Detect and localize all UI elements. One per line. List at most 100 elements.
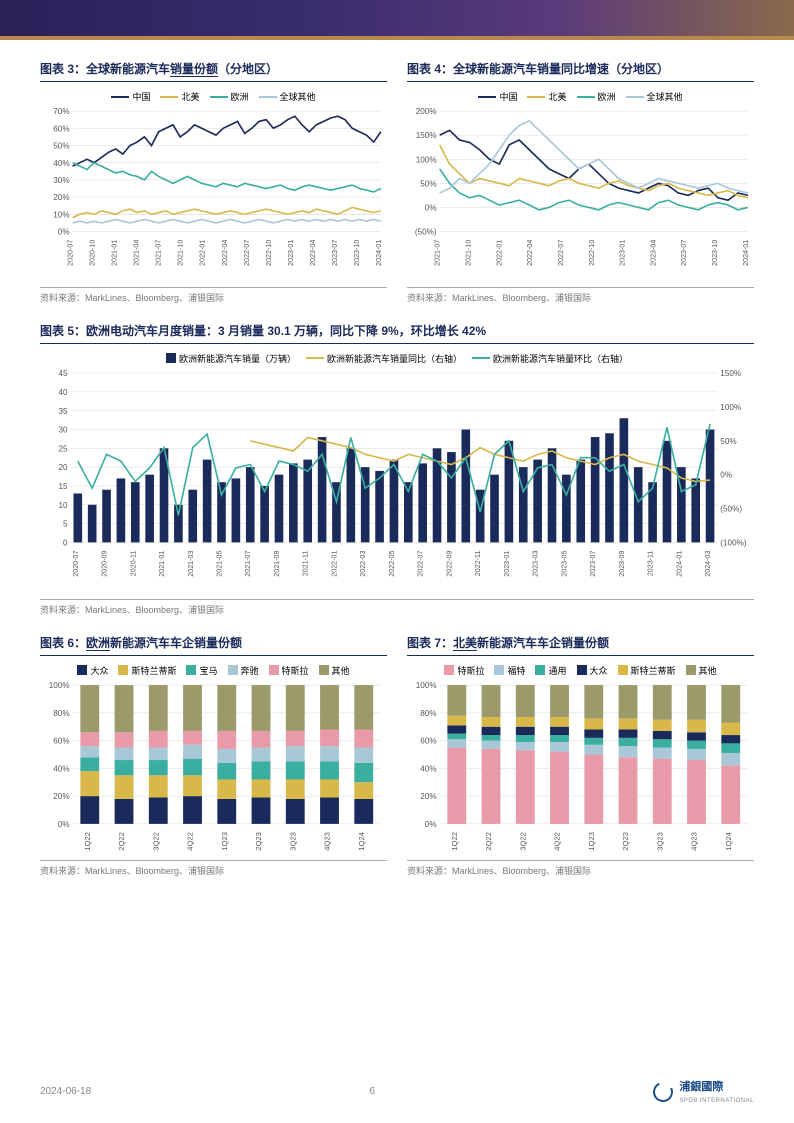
svg-text:15: 15	[58, 482, 68, 491]
svg-text:3Q23: 3Q23	[655, 832, 664, 851]
chart3-t3: （分地区）	[218, 62, 278, 76]
svg-text:1Q24: 1Q24	[357, 831, 366, 850]
svg-text:2023-04: 2023-04	[309, 240, 317, 266]
svg-text:2022-10: 2022-10	[588, 240, 596, 266]
svg-text:40%: 40%	[420, 764, 436, 773]
svg-text:20%: 20%	[53, 792, 69, 801]
svg-text:200%: 200%	[416, 107, 437, 116]
chart5-container: 图表 5：欧洲电动汽车月度销量：3 月销量 30.1 万辆，同比下降 9%，环比…	[40, 322, 754, 616]
svg-text:2021-10: 2021-10	[464, 240, 472, 266]
chart3-legend: 中国北美欧洲全球其他	[40, 90, 387, 103]
svg-text:2022-10: 2022-10	[265, 240, 273, 266]
svg-text:2023-11: 2023-11	[647, 550, 655, 576]
svg-text:2021-07: 2021-07	[434, 240, 442, 266]
svg-text:60%: 60%	[53, 124, 69, 133]
svg-text:2022-04: 2022-04	[526, 240, 534, 266]
svg-text:30%: 30%	[53, 176, 69, 185]
svg-text:1Q23: 1Q23	[220, 832, 229, 851]
svg-text:2021-01: 2021-01	[158, 550, 166, 576]
svg-text:2022-07: 2022-07	[557, 240, 565, 266]
chart5-title: 图表 5：欧洲电动汽车月度销量：3 月销量 30.1 万辆，同比下降 9%，环比…	[40, 322, 754, 344]
chart7-idx: 图表 7：	[407, 636, 453, 650]
svg-text:2024-03: 2024-03	[704, 550, 712, 576]
svg-text:2023-05: 2023-05	[560, 550, 568, 576]
chart7-sf: 新能源汽车车企销量份额	[477, 636, 609, 650]
svg-text:2Q22: 2Q22	[117, 832, 126, 851]
svg-text:2023-03: 2023-03	[532, 550, 540, 576]
svg-text:2024-01: 2024-01	[675, 550, 683, 576]
svg-text:2Q23: 2Q23	[621, 832, 630, 851]
svg-text:50%: 50%	[53, 142, 69, 151]
footer-pagenum: 6	[370, 1086, 376, 1097]
svg-text:40: 40	[58, 387, 68, 396]
chart7-svg: 0%20%40%60%80%100%1Q222Q223Q224Q221Q232Q…	[407, 681, 754, 855]
svg-text:50%: 50%	[420, 179, 436, 188]
svg-text:2023-01: 2023-01	[287, 240, 295, 266]
svg-text:2020-11: 2020-11	[129, 550, 137, 576]
chart4-title: 图表 4：全球新能源汽车销量同比增速（分地区）	[407, 60, 754, 82]
svg-text:2022-03: 2022-03	[359, 550, 367, 576]
logo-icon	[651, 1079, 677, 1105]
chart4-svg: (50%)0%50%100%150%200%2021-072021-102022…	[407, 107, 754, 281]
svg-text:2022-09: 2022-09	[445, 550, 453, 576]
chart6-ul: 欧洲	[86, 636, 110, 651]
svg-text:35: 35	[58, 406, 68, 415]
svg-text:2023-09: 2023-09	[618, 550, 626, 576]
svg-text:2Q22: 2Q22	[484, 832, 493, 851]
svg-text:1Q23: 1Q23	[587, 832, 596, 851]
logo-sub: SPDB INTERNATIONAL	[679, 1098, 754, 1104]
chart7-title: 图表 7：北美新能源汽车车企销量份额	[407, 634, 754, 656]
chart7-ul: 北美	[453, 636, 477, 651]
svg-text:(50%): (50%)	[415, 228, 437, 237]
chart3-t1: 全球新能源汽车	[86, 62, 170, 76]
svg-text:150%: 150%	[416, 131, 437, 140]
svg-text:2022-01: 2022-01	[330, 550, 338, 576]
svg-text:80%: 80%	[420, 709, 436, 718]
svg-text:2022-01: 2022-01	[495, 240, 503, 266]
svg-text:80%: 80%	[53, 709, 69, 718]
chart7-legend: 特斯拉福特通用大众斯特兰蒂斯其他	[407, 664, 754, 677]
svg-text:40%: 40%	[53, 764, 69, 773]
svg-text:50%: 50%	[720, 436, 736, 445]
chart3-title: 图表 3：全球新能源汽车销量份额（分地区）	[40, 60, 387, 82]
svg-text:2022-05: 2022-05	[388, 550, 396, 576]
chart3-container: 图表 3：全球新能源汽车销量份额（分地区） 中国北美欧洲全球其他 0% 10% 20…	[40, 60, 387, 304]
chart6-idx: 图表 6：	[40, 636, 86, 650]
svg-text:30: 30	[58, 425, 68, 434]
svg-text:5: 5	[63, 519, 68, 528]
svg-text:2021-04: 2021-04	[133, 240, 141, 266]
svg-text:4Q22: 4Q22	[186, 832, 195, 851]
svg-text:2021-03: 2021-03	[187, 550, 195, 576]
svg-text:0%: 0%	[58, 820, 70, 829]
chart4-idx: 图表 4：	[407, 62, 453, 76]
chart6-container: 图表 6：欧洲新能源汽车车企销量份额 大众斯特兰蒂斯宝马奔驰特斯拉其他 0%20…	[40, 634, 387, 878]
chart3-idx: 图表 3：	[40, 62, 86, 76]
svg-text:40%: 40%	[53, 159, 69, 168]
svg-text:(100%): (100%)	[720, 538, 747, 547]
svg-text:2023-07: 2023-07	[331, 240, 339, 266]
chart5-legend: 欧洲新能源汽车销量（万辆）欧洲新能源汽车销量同比（右轴）欧洲新能源汽车销量环比（…	[40, 352, 754, 365]
svg-text:2022-07: 2022-07	[417, 550, 425, 576]
svg-text:2021-07: 2021-07	[155, 240, 163, 266]
chart7-source: 资料来源：MarkLines、Bloomberg、浦银国际	[407, 860, 754, 877]
svg-text:60%: 60%	[53, 737, 69, 746]
svg-text:45: 45	[58, 369, 68, 378]
svg-text:3Q22: 3Q22	[151, 832, 160, 851]
svg-text:20: 20	[58, 463, 68, 472]
svg-text:0%: 0%	[425, 203, 437, 212]
chart6-source: 资料来源：MarkLines、Bloomberg、浦银国际	[40, 860, 387, 877]
svg-text:0%: 0%	[58, 228, 70, 237]
chart5-source: 资料来源：MarkLines、Bloomberg、浦银国际	[40, 599, 754, 616]
svg-text:20%: 20%	[420, 792, 436, 801]
svg-text:2024-01: 2024-01	[742, 240, 750, 266]
svg-text:2021-07: 2021-07	[244, 550, 252, 576]
svg-text:2021-05: 2021-05	[215, 550, 223, 576]
header-banner	[0, 0, 794, 36]
svg-text:60%: 60%	[420, 737, 436, 746]
svg-text:2022-11: 2022-11	[474, 550, 482, 576]
chart3-t2: 销量份额	[170, 62, 218, 77]
chart3-source: 资料来源：MarkLines、Bloomberg、浦银国际	[40, 287, 387, 304]
svg-text:10%: 10%	[53, 210, 69, 219]
chart6-svg: 0%20%40%60%80%100%1Q222Q223Q224Q221Q232Q…	[40, 681, 387, 855]
svg-text:2022-07: 2022-07	[243, 240, 251, 266]
